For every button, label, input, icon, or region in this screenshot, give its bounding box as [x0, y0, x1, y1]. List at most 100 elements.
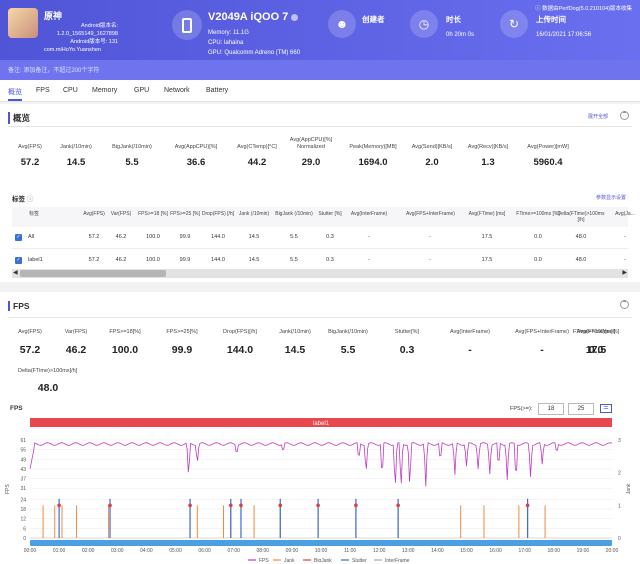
column-header[interactable]: BigJank (/10min): [275, 211, 313, 217]
fps-metric-label: Avg(FPS): [18, 329, 42, 335]
metric-value: 2.0: [425, 157, 439, 168]
table-cell: 57.2: [88, 257, 100, 263]
metric-value: 14.5: [66, 157, 86, 168]
fps-metric-value: 46.2: [65, 344, 87, 356]
metric-value: 1.3: [481, 157, 495, 168]
expand-all-link[interactable]: 展开全部: [588, 114, 609, 120]
table-cell: 100.0: [146, 234, 160, 240]
table-cell: -: [624, 257, 626, 263]
metric-label: Avg(Recv)[KB/s]: [467, 144, 509, 150]
column-header[interactable]: Avg(FTime) [ms]: [468, 211, 506, 217]
bigjank-marker: [525, 503, 530, 508]
scrollbar-thumb[interactable]: [20, 270, 166, 277]
chart-settings-icon[interactable]: ☰: [600, 404, 612, 413]
table-cell: 17.5: [481, 257, 493, 263]
y-tick-label: 55: [20, 448, 26, 454]
table-cell: 0.3: [326, 234, 334, 240]
metric-value: 44.2: [247, 157, 267, 168]
column-header[interactable]: FPS>=18 [%]: [138, 211, 168, 217]
column-header[interactable]: Avg(Ja...: [615, 211, 635, 217]
y2-axis-label: Jank: [626, 483, 632, 494]
bigjank-marker: [57, 503, 61, 508]
tab-memory[interactable]: Memory: [92, 87, 118, 94]
x-tick-label: 15:00: [460, 548, 473, 554]
column-header[interactable]: FPS>=25 [%]: [170, 211, 200, 217]
fps-metric-value: 17.5: [585, 344, 607, 356]
column-header[interactable]: Var(FPS): [110, 211, 132, 217]
fps-metric-label: Drop(FPS)[/h]: [223, 329, 257, 335]
table-cell: 48.0: [575, 257, 587, 263]
column-header[interactable]: FTime>=100ms [%]: [516, 211, 560, 217]
table-cell: 46.2: [115, 234, 127, 240]
table-cell: 5.5: [290, 234, 298, 240]
tab-fps[interactable]: FPS: [36, 87, 50, 94]
fps-metric-label: FTime>=100ms[%]: [572, 329, 620, 335]
fps-threshold-1-input[interactable]: 18: [538, 403, 564, 415]
x-tick-label: 01:00: [53, 548, 66, 554]
tab-overview[interactable]: 概览: [8, 89, 22, 101]
fps-metric-label: Avg(InterFrame): [450, 329, 490, 335]
table-cell: 17.5: [481, 234, 493, 240]
collapse-icon[interactable]: ⌃: [620, 300, 629, 309]
column-header[interactable]: 标签: [28, 211, 39, 217]
upload-value: 16/01/2021 17:06:56: [536, 32, 592, 38]
column-header[interactable]: Avg(FPS): [83, 211, 105, 217]
y-tick-label: 31: [20, 486, 26, 492]
row-checkbox[interactable]: ✓: [15, 234, 22, 241]
label-band: [30, 418, 612, 427]
app-icon: [8, 8, 38, 38]
table-cell: 99.9: [179, 257, 191, 263]
fps-metric-value: 0.0: [588, 344, 604, 356]
table-row[interactable]: [12, 228, 628, 249]
x-tick-label: 05:00: [169, 548, 182, 554]
metric-tabs: 概览 FPS CPU Memory GPU Network Battery: [0, 80, 640, 102]
tab-gpu[interactable]: GPU: [134, 87, 150, 94]
column-header[interactable]: Jank (/10min): [238, 211, 270, 217]
collapse-icon[interactable]: ⌃: [620, 111, 629, 120]
column-header[interactable]: Avg(InterFrame): [350, 211, 388, 217]
tab-cpu[interactable]: CPU: [63, 87, 78, 94]
x-tick-label: 06:00: [198, 548, 211, 554]
table-cell: -: [368, 257, 370, 263]
table-cell: -: [624, 234, 626, 240]
app-package: com.miHoYo.Yuanshen: [44, 47, 101, 53]
table-cell: 46.2: [115, 257, 127, 263]
x-tick-label: 14:00: [431, 548, 444, 554]
remark-bar[interactable]: 备注: 添加备注，不超过200个字符: [0, 60, 640, 80]
table-cell: 0.0: [534, 257, 542, 263]
x-tick-label: 03:00: [111, 548, 124, 554]
table-cell: All: [28, 234, 35, 240]
y-tick-label: 43: [20, 467, 26, 473]
column-header[interactable]: Delta(FTime)>100ms [/h]: [557, 211, 605, 223]
label-band-text: label1: [313, 421, 330, 427]
chart-title: FPS: [10, 405, 23, 412]
metric-value: 57.2: [20, 157, 40, 168]
fps-chart: label1 61 55 49 43 37 31 24 18 12 6 0 3 2 1 0 FPS Jank 00:…: [5, 418, 632, 562]
y2-tick-label: 1: [618, 503, 621, 509]
table-scrollbar[interactable]: ◀ ▶: [12, 269, 628, 278]
y2-tick-label: 3: [618, 438, 621, 444]
tab-network[interactable]: Network: [164, 87, 190, 94]
fps-metric-value: -: [540, 344, 544, 356]
creator-label: 创建者: [362, 15, 385, 24]
duration-value: 0h 20m 0s: [446, 32, 475, 38]
fps-metric-label: Delta(FTime)>100ms[/h]: [18, 368, 78, 374]
tab-battery[interactable]: Battery: [206, 87, 229, 94]
column-header[interactable]: Drop(FPS) [/h]: [201, 211, 235, 217]
table-cell: 57.2: [88, 234, 100, 240]
column-header[interactable]: Stutter [%]: [318, 211, 342, 217]
duration-label: 时长: [446, 15, 461, 24]
x-tick-label: 07:00: [227, 548, 240, 554]
fps-threshold-2-input[interactable]: 25: [568, 403, 594, 415]
column-header[interactable]: Avg(FPS+InterFrame): [406, 211, 455, 217]
y-axis-label: FPS: [5, 483, 11, 493]
upload-label: 上传时间: [536, 15, 566, 24]
y-tick-label: 18: [20, 507, 26, 513]
x-tick-label: 09:00: [286, 548, 299, 554]
table-cell: 144.0: [211, 257, 225, 263]
label-table-title: 标签 ⓘ: [12, 196, 34, 203]
param-settings-link[interactable]: 参数显示设置: [596, 195, 627, 201]
metric-label: Avg(Power)[mW]: [527, 144, 569, 150]
row-checkbox[interactable]: ✓: [15, 257, 22, 264]
source-note: ⓘ 数据由PerfDog(5.0.210104)版本收集: [535, 6, 632, 12]
